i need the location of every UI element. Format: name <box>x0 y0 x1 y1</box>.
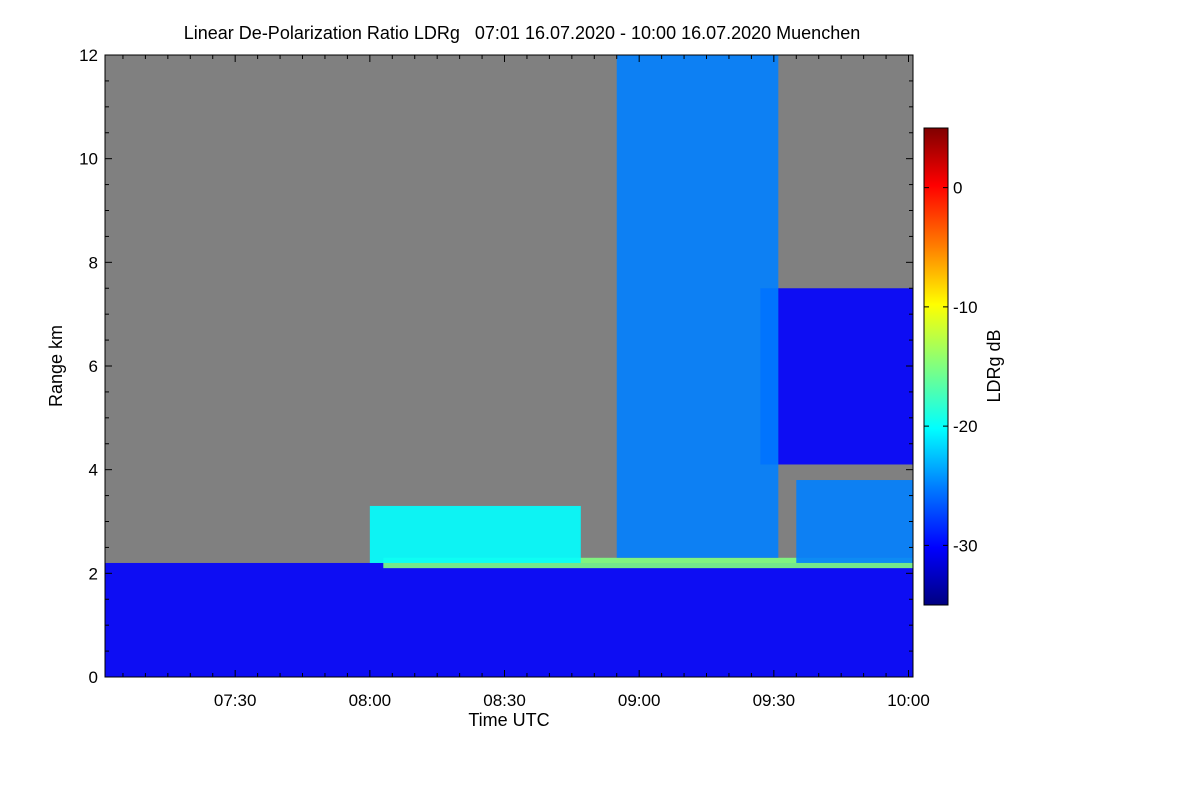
colorbar-label: LDRg dB <box>984 329 1004 402</box>
x-tick-label: 10:00 <box>887 691 930 710</box>
colorbar: 0 -10 -20 -30 LDRg dB <box>923 127 1004 606</box>
colorbar-tick-label: -20 <box>953 417 978 436</box>
y-tick-label: 6 <box>89 357 98 376</box>
y-tick-label: 0 <box>89 668 98 687</box>
y-tick-label: 4 <box>89 461 98 480</box>
chart-title: Linear De-Polarization Ratio LDRg 07:01 … <box>184 23 860 43</box>
x-tick-label: 07:30 <box>214 691 257 710</box>
x-tick-label: 09:00 <box>618 691 661 710</box>
colorbar-tick-label: -30 <box>953 536 978 555</box>
colorbar-tick-label: -10 <box>953 298 978 317</box>
heatmap-region-mid-level-cloud-east <box>796 480 913 563</box>
x-tick-label: 08:30 <box>483 691 526 710</box>
y-tick-label: 10 <box>79 150 98 169</box>
y-axis: 0 2 4 6 8 10 12 <box>79 46 913 687</box>
y-tick-label: 8 <box>89 253 98 272</box>
y-axis-label: Range km <box>46 325 66 407</box>
x-axis: 07:30 08:00 08:30 09:00 09:30 10:00 <box>122 55 930 710</box>
plot-area <box>104 54 914 678</box>
colorbar-tick-label: 0 <box>953 179 962 198</box>
heatmap-region-mid-level-cloud <box>369 505 581 563</box>
heatmap-region-aerosol-layer-top <box>383 557 913 569</box>
y-tick-label: 12 <box>79 46 98 65</box>
x-tick-label: 09:30 <box>753 691 796 710</box>
heatmap-region-upper-cloud-east <box>760 288 913 465</box>
x-axis-label: Time UTC <box>468 710 549 730</box>
heatmap-region-upper-scatter <box>616 55 779 558</box>
heatmap-region-boundary-layer <box>105 562 913 677</box>
y-tick-label: 2 <box>89 564 98 583</box>
x-tick-label: 08:00 <box>349 691 392 710</box>
colorbar-gradient <box>923 127 949 606</box>
